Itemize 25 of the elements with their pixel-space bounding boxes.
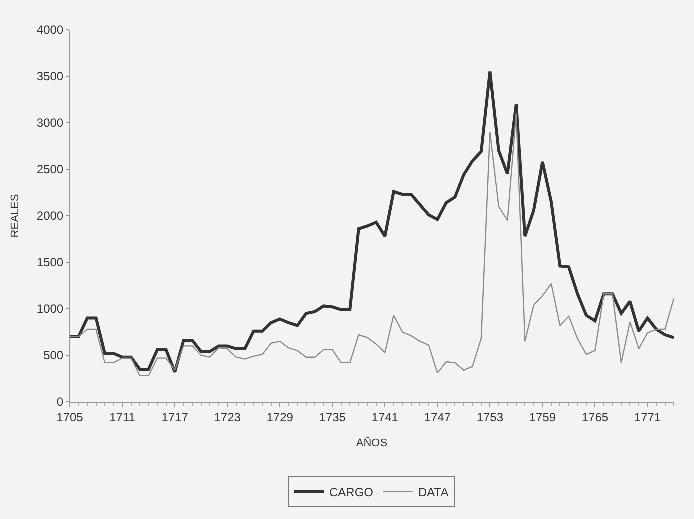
x-tick-label: 1705 bbox=[56, 410, 84, 424]
y-tick-label: 500 bbox=[44, 348, 64, 363]
x-tick-label: 1723 bbox=[214, 410, 242, 424]
y-tick-label: 2500 bbox=[36, 162, 64, 177]
y-tick-label: 3000 bbox=[36, 116, 64, 130]
x-tick-label: 1729 bbox=[266, 410, 294, 424]
x-tick-label: 1735 bbox=[319, 410, 346, 424]
x-axis-title: AÑOS bbox=[356, 436, 388, 450]
y-tick-label: 1000 bbox=[36, 302, 64, 316]
y-tick-label: 3500 bbox=[36, 70, 64, 84]
x-tick-label: 1759 bbox=[529, 410, 556, 424]
x-tick-label: 1717 bbox=[162, 410, 189, 424]
y-tick-label: 4000 bbox=[36, 23, 64, 38]
x-tick-label: 1747 bbox=[424, 410, 452, 424]
x-tick-label: 1771 bbox=[634, 410, 662, 424]
x-tick-label: 1741 bbox=[372, 410, 399, 424]
x-tick-label: 1711 bbox=[110, 410, 136, 424]
x-tick-label: 1753 bbox=[476, 410, 504, 424]
y-tick-label: 0 bbox=[56, 395, 64, 410]
x-tick-label: 1765 bbox=[582, 410, 609, 424]
y-tick-label: 1500 bbox=[36, 256, 64, 270]
legend-label: DATA bbox=[418, 486, 449, 500]
y-axis-title: REALES bbox=[10, 194, 22, 238]
legend-label: CARGO bbox=[330, 486, 374, 500]
y-tick-label: 2000 bbox=[36, 209, 64, 224]
